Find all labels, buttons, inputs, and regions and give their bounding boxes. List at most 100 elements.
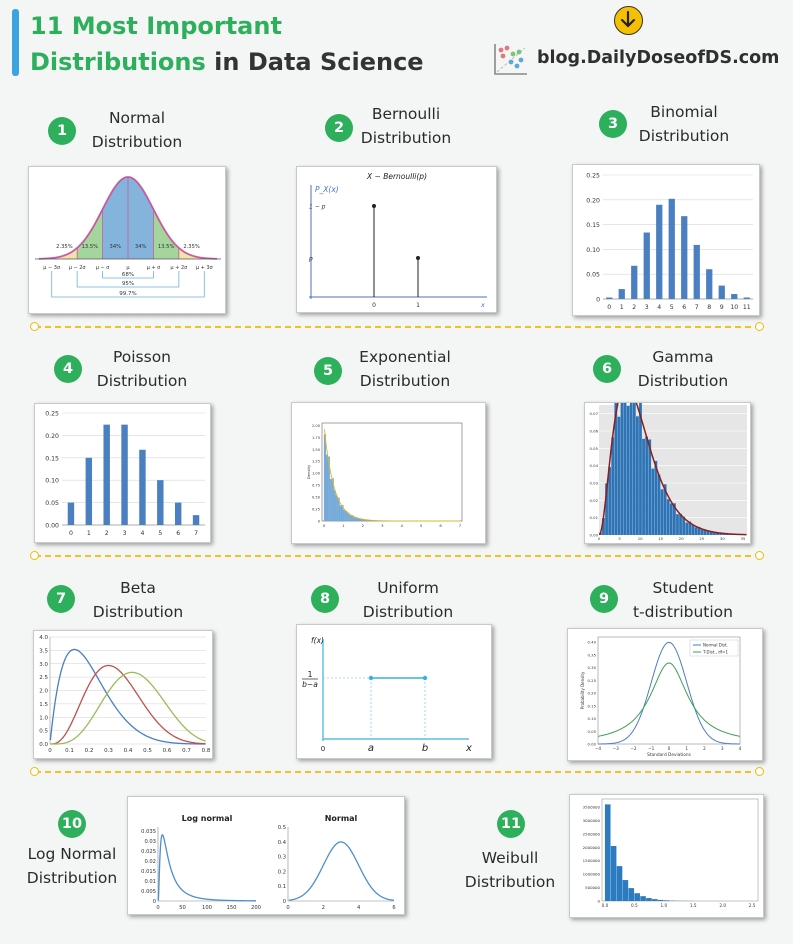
brand-text[interactable]: blog.DailyDoseofDS.com — [537, 48, 780, 68]
separator-1-right-dot — [755, 322, 764, 331]
x-axis-label: x — [480, 301, 485, 309]
title-weibull-l1: Weibull — [481, 849, 539, 867]
range-label: 99.7% — [119, 291, 136, 297]
x-tick-label: x — [465, 743, 472, 754]
hist-bar — [710, 532, 713, 535]
x-tick-label: 0.5 — [631, 903, 638, 908]
badge-4: 4 — [54, 355, 82, 383]
hist-bar — [629, 403, 633, 535]
legend-box — [689, 639, 739, 657]
chart-normal-card: 2.35% 13.5% 34% 34% 13.5% 2.35% μ − 3σ μ − 2σ μ … — [28, 166, 226, 314]
hist-bar — [604, 804, 611, 901]
y-tick-label: 4.0 — [39, 635, 48, 641]
hist-bar — [640, 896, 646, 901]
y-tick-label: 0.25 — [45, 411, 59, 418]
beta-curve — [49, 648, 206, 745]
y-tick-label: 0 — [598, 899, 601, 904]
scatter-logo-icon — [491, 42, 529, 78]
chart-lognormal-card: Log normal 0 0.005 0.01 0.015 0.02 0.025 0.03 0.… — [127, 796, 405, 915]
x-tick-label: −1 — [648, 746, 655, 751]
legend-label: Normal Dist. — [703, 643, 728, 648]
x-tick-label: 6 — [439, 523, 442, 528]
hist-bar — [660, 489, 664, 535]
y-tick-label: 0.20 — [588, 691, 597, 696]
x-tick-label: 0 — [321, 745, 325, 753]
x-tick-label: −2 — [630, 746, 637, 751]
y-tick-label: 3500000 — [583, 805, 601, 810]
range-label: 68% — [122, 272, 134, 278]
chart-student-card: 0.00 0.05 0.10 0.15 0.20 0.25 0.30 0.35 0.40 −4 −3… — [567, 628, 763, 761]
hist-bar — [706, 530, 710, 535]
title-uniform-l2: Distribution — [362, 603, 454, 621]
y-tick-label: 0.06 — [590, 429, 599, 434]
band-label: 34% — [135, 244, 147, 250]
chart-gamma: 0.00 0.01 0.02 0.03 0.04 0.05 0.06 0.07 0 5 10 15 20… — [590, 403, 747, 541]
band-label: 13.5% — [158, 244, 175, 250]
y-tick-label: 500000 — [585, 885, 600, 890]
title-bernoulli: Bernoulli Distribution — [336, 102, 476, 150]
chart-normal: 2.35% 13.5% 34% 34% 13.5% 2.35% μ − 3σ μ − 2σ μ … — [35, 176, 221, 298]
x-tick-label: 1.0 — [660, 903, 667, 908]
chart-bernoulli-card: X ∼ Bernoulli(p) P_X(x) x 0 1 − p 1 p — [296, 166, 497, 313]
hist-bar — [645, 436, 649, 535]
density-curve — [157, 834, 257, 902]
x-tick-label: 1 — [416, 302, 420, 309]
chart-weibull: 0 500000 1000000 1500000 2000000 2500000 30000… — [583, 798, 759, 908]
x-tick-label: 5 — [618, 536, 621, 541]
x-tick-label: μ − 3σ — [43, 265, 61, 271]
density-curve — [323, 429, 460, 522]
hist-bar — [673, 503, 676, 535]
y-tick-label: 0.75 — [312, 484, 320, 488]
hist-bar — [700, 529, 704, 535]
separator-1-left-dot — [30, 322, 39, 331]
hist-bar — [622, 880, 629, 901]
x-tick-label: 3 — [645, 304, 649, 311]
x-tick-label: 35 — [740, 536, 745, 541]
y-tick-label: 0.30 — [588, 665, 597, 670]
x-tick-label: 1 — [685, 746, 688, 751]
range-bracket — [76, 271, 180, 288]
chart-uniform: f(x) 1b−a 0 a b x — [302, 636, 472, 754]
title-rest: in Data Science — [214, 48, 424, 76]
chart-student: 0.00 0.05 0.10 0.15 0.20 0.25 0.30 0.35 0.40 −4 −3… — [580, 636, 742, 758]
hist-bar — [626, 405, 630, 535]
separator-1 — [35, 326, 761, 328]
separator-2-left-dot — [30, 551, 39, 560]
title-beta-l1: Beta — [120, 579, 156, 597]
y-tick-label: 0.25 — [586, 173, 600, 180]
bar — [706, 269, 713, 299]
title-binomial: Binomial Distribution — [614, 100, 754, 148]
title-beta: Beta Distribution — [68, 576, 208, 624]
y-tick-label: 0.00 — [590, 533, 599, 538]
y-tick-label: 1000000 — [583, 872, 601, 877]
band-label: 2.35% — [56, 244, 73, 250]
hist-bar — [663, 900, 670, 901]
y-tick-label: 0.15 — [588, 703, 597, 708]
y-tick-label: 2500000 — [583, 831, 601, 836]
hist-bar — [611, 437, 615, 535]
hist-bar — [628, 888, 635, 901]
x-tick-label: 0.1 — [65, 748, 74, 754]
x-tick-label: 6 — [176, 530, 180, 537]
y-tick-label: 0 — [596, 297, 600, 304]
hist-bar — [663, 484, 667, 535]
arrow-down-icon[interactable] — [614, 6, 643, 35]
bar — [656, 204, 663, 299]
chart-exponential: 0 0.25 0.50 0.75 1.00 1.25 1.50 1.75 2.00 0 1 2 3 4 5 6… — [306, 422, 463, 528]
y-tick-label: 2.5 — [39, 675, 48, 681]
y-tick-label: 2.00 — [312, 424, 321, 428]
stem-point — [416, 256, 420, 260]
y-tick-label: 0.10 — [588, 716, 597, 721]
bar — [85, 457, 93, 525]
x-tick-label: 0.0 — [602, 903, 609, 908]
bar — [67, 502, 75, 525]
y-tick-label: 0.015 — [141, 869, 156, 875]
y-tick-label: p — [308, 256, 313, 263]
hist-bar — [617, 416, 621, 535]
y-tick-label: 1.50 — [312, 448, 321, 452]
title-student: Student t-distribution — [613, 576, 753, 624]
hist-bar — [648, 439, 652, 535]
x-tick-label: 0 — [156, 905, 159, 911]
title-lognormal: Log Normal Distribution — [2, 842, 142, 890]
title-beta-l2: Distribution — [92, 603, 184, 621]
